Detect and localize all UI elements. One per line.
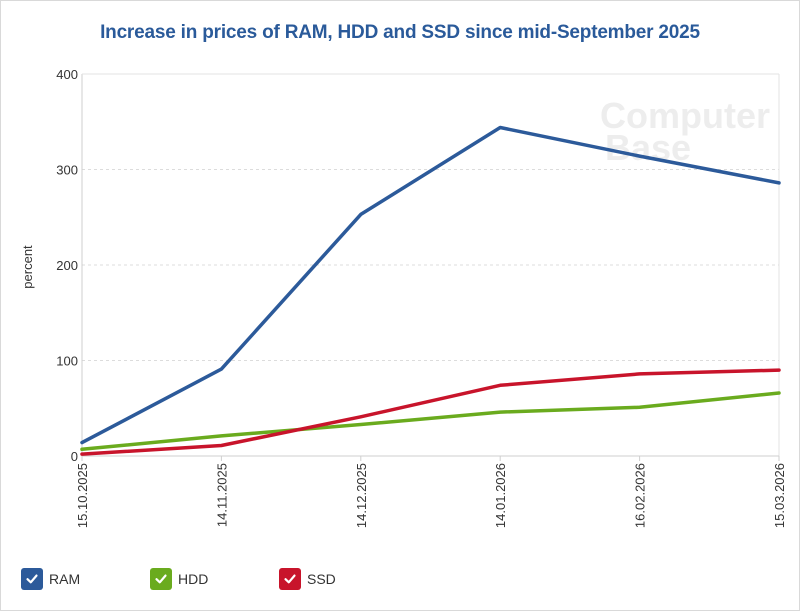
y-axis-title: percent	[20, 245, 35, 289]
legend-item-ssd[interactable]: SSD	[279, 567, 336, 591]
legend-label-hdd: HDD	[178, 571, 209, 587]
x-tick-label: 14.12.2025	[354, 463, 369, 528]
chart-title: Increase in prices of RAM, HDD and SSD s…	[100, 22, 700, 43]
x-tick-label: 16.02.2026	[633, 463, 648, 528]
axis-labels: 0 100 200 300 400 15.10.2025 14.11.2025 14.12.2…	[20, 67, 787, 528]
legend-item-ram[interactable]: RAM	[21, 567, 80, 591]
check-icon	[279, 568, 301, 590]
y-tick-label: 400	[56, 67, 78, 82]
data-series	[80, 125, 781, 456]
legend-label-ram: RAM	[49, 571, 81, 587]
series-line-ram[interactable]	[80, 125, 781, 445]
y-tick-label: 200	[56, 258, 78, 273]
x-tick-label: 15.03.2026	[772, 463, 787, 528]
check-icon	[150, 568, 172, 590]
check-icon	[21, 568, 43, 590]
x-tick-label: 15.10.2025	[75, 463, 90, 528]
watermark-line1: Computer	[600, 95, 770, 136]
legend-label-ssd: SSD	[307, 571, 336, 587]
y-tick-label: 0	[71, 449, 78, 464]
legend-item-hdd[interactable]: HDD	[150, 567, 208, 591]
series-line-hdd[interactable]	[80, 391, 781, 452]
x-tick-label: 14.01.2026	[493, 463, 508, 528]
series-line-ssd[interactable]	[80, 368, 781, 456]
y-tick-label: 100	[56, 354, 78, 369]
y-tick-label: 300	[56, 163, 78, 178]
watermark-line2: Base	[605, 127, 691, 168]
x-tick-label: 14.11.2025	[214, 463, 229, 527]
